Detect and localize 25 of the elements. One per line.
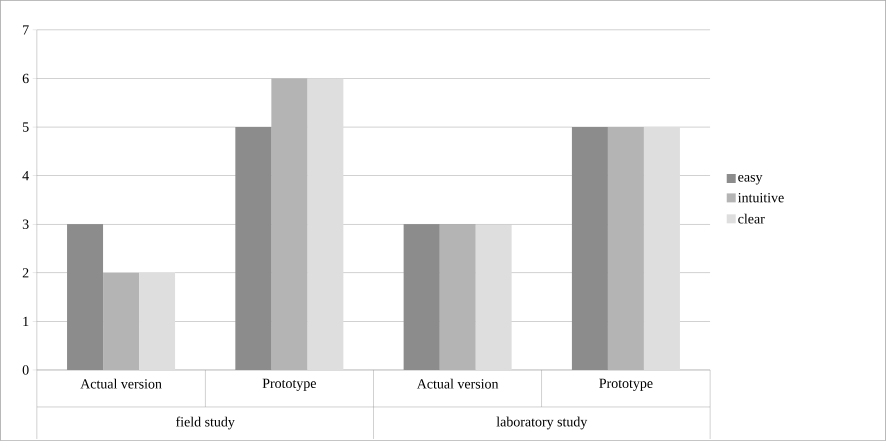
bar bbox=[271, 78, 308, 370]
bar bbox=[139, 272, 176, 370]
y-tick-label: 5 bbox=[22, 122, 29, 132]
legend-label: intuitive bbox=[738, 193, 784, 202]
bar bbox=[476, 224, 512, 370]
bar bbox=[103, 272, 140, 370]
bar bbox=[644, 127, 680, 370]
y-tick-label: 0 bbox=[22, 365, 29, 375]
y-tick-label: 1 bbox=[23, 316, 28, 326]
y-tick-label: 7 bbox=[23, 25, 29, 35]
x-tick-label: Actual version bbox=[80, 378, 162, 389]
y-tick-label: 2 bbox=[22, 268, 28, 278]
text: laboratory study bbox=[496, 416, 588, 430]
legend-label: easy bbox=[738, 175, 762, 185]
x-tick-label: Actual version bbox=[416, 378, 498, 389]
x-tick-label: Prototype bbox=[262, 378, 316, 391]
x-tick-label: Prototype bbox=[599, 378, 653, 391]
bar bbox=[440, 224, 476, 370]
y-tick-label: 6 bbox=[22, 74, 29, 84]
bar bbox=[307, 78, 344, 370]
text: field study bbox=[176, 416, 235, 430]
legend-label: clear bbox=[738, 214, 765, 224]
bar bbox=[608, 127, 644, 370]
y-tick-label: 3 bbox=[22, 220, 29, 229]
y-tick-label: 4 bbox=[22, 171, 29, 180]
